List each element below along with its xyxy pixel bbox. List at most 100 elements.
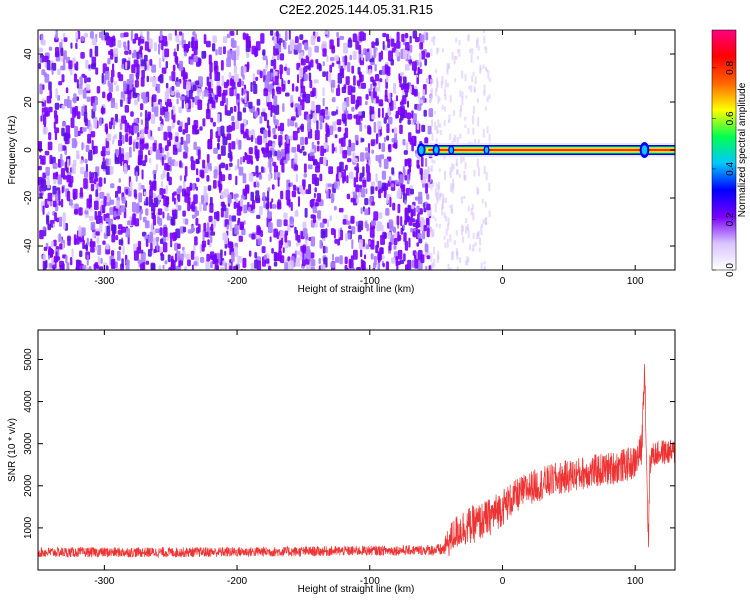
noise-blob <box>348 225 352 230</box>
noise-blob <box>145 196 149 206</box>
noise-blob <box>332 121 337 132</box>
noise-blob <box>123 45 127 51</box>
noise-blob <box>234 120 240 130</box>
noise-fade-blob <box>483 84 486 94</box>
noise-blob <box>193 55 198 63</box>
carrier-blob-core <box>434 146 439 154</box>
noise-blob <box>238 235 243 242</box>
noise-blob <box>211 100 215 108</box>
noise-blob <box>89 215 94 221</box>
noise-fade-blob <box>434 121 437 131</box>
y-tick-label: 3000 <box>23 432 34 455</box>
noise-blob <box>377 108 381 118</box>
noise-blob <box>167 212 170 220</box>
noise-blob <box>280 190 284 200</box>
noise-blob <box>75 42 78 50</box>
noise-blob <box>322 245 326 254</box>
noise-blob <box>99 191 105 199</box>
noise-blob <box>417 68 423 74</box>
noise-blob <box>278 240 283 249</box>
noise-blob <box>263 88 268 97</box>
noise-blob <box>113 81 117 86</box>
noise-blob <box>367 125 371 135</box>
noise-blob <box>387 38 391 49</box>
noise-fade-blob <box>454 78 457 83</box>
noise-blob <box>402 48 408 60</box>
noise-blob <box>270 30 274 36</box>
noise-blob <box>147 129 151 140</box>
noise-blob <box>394 132 398 143</box>
noise-blob <box>86 254 89 266</box>
noise-blob <box>334 134 338 139</box>
noise-blob <box>329 39 334 50</box>
noise-blob <box>149 157 152 164</box>
noise-blob <box>109 36 114 48</box>
noise-blob <box>103 177 106 184</box>
noise-blob <box>272 143 276 148</box>
noise-blob <box>313 158 318 166</box>
x-tick-label: -100 <box>360 576 380 587</box>
noise-blob <box>125 133 129 143</box>
noise-blob <box>274 252 280 262</box>
noise-blob <box>255 194 260 202</box>
noise-blob <box>136 136 139 141</box>
noise-blob <box>159 227 163 236</box>
noise-blob <box>417 91 420 99</box>
noise-blob <box>226 133 232 141</box>
noise-blob <box>82 89 87 99</box>
noise-blob <box>243 131 247 139</box>
noise-blob <box>101 30 104 41</box>
noise-blob <box>91 37 97 46</box>
noise-blob <box>374 64 377 72</box>
noise-blob <box>361 55 364 61</box>
noise-fade-blob <box>476 56 479 60</box>
noise-blob <box>373 48 376 59</box>
noise-blob <box>174 242 179 251</box>
colorbar: 0.00.20.40.60.8 Normalized spectral ampl… <box>711 29 748 277</box>
noise-blob <box>162 264 165 269</box>
noise-fade-blob <box>450 183 453 192</box>
noise-blob <box>276 219 282 227</box>
noise-blob <box>352 51 357 60</box>
noise-blob <box>314 130 320 141</box>
noise-blob <box>68 60 73 70</box>
noise-blob <box>366 172 371 182</box>
noise-blob <box>272 127 276 135</box>
noise-blob <box>248 130 252 138</box>
noise-blob <box>70 68 73 76</box>
noise-blob <box>169 87 172 94</box>
noise-blob <box>217 142 220 150</box>
noise-blob <box>275 124 278 129</box>
noise-fade-blob <box>467 230 470 239</box>
noise-blob <box>422 230 426 240</box>
noise-blob <box>326 183 332 188</box>
noise-blob <box>404 158 407 167</box>
noise-blob <box>96 237 100 244</box>
noise-fade-blob <box>470 207 473 216</box>
noise-fade-blob <box>469 48 472 53</box>
noise-fade-blob <box>437 129 440 134</box>
snr-x-label: Height of straight line (km) <box>298 584 415 595</box>
noise-fade-blob <box>480 223 483 228</box>
noise-blob <box>375 186 378 191</box>
noise-blob <box>269 236 272 243</box>
noise-blob <box>220 125 225 136</box>
noise-blob <box>388 219 393 229</box>
noise-blob <box>294 122 298 128</box>
noise-fade-blob <box>430 79 432 87</box>
noise-blob <box>280 149 285 157</box>
noise-blob <box>175 199 178 211</box>
noise-blob <box>254 259 258 269</box>
noise-blob <box>295 209 299 217</box>
noise-blob <box>191 43 195 52</box>
snr-series-line <box>38 364 675 559</box>
noise-blob <box>240 130 244 135</box>
noise-blob <box>399 124 403 134</box>
noise-blob <box>65 87 69 94</box>
noise-fade-blob <box>488 134 491 142</box>
y-tick-label: 4000 <box>23 390 34 413</box>
noise-blob <box>412 30 418 39</box>
noise-blob <box>365 152 370 160</box>
noise-blob <box>139 45 143 51</box>
